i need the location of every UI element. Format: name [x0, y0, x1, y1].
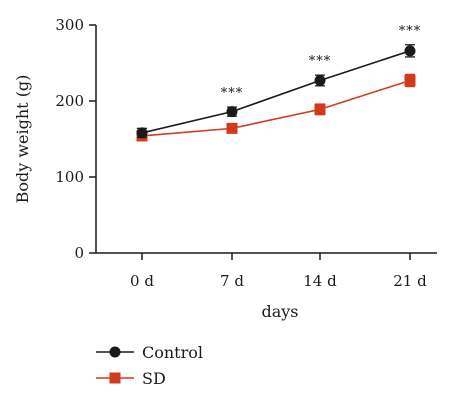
legend-label-control: Control [142, 343, 203, 362]
legend-item-sd: SD [96, 369, 166, 388]
significance-marker-14d: *** [309, 54, 332, 69]
y-tick-label-300: 300 [55, 16, 84, 34]
data-point-control-0d [136, 127, 148, 139]
legend-item-control: Control [96, 343, 203, 362]
series-line-control [141, 50, 411, 134]
y-axis-title: Body weight (g) [13, 75, 32, 204]
legend-marker-control [109, 346, 121, 358]
y-tick-label-100: 100 [55, 168, 84, 186]
legend: Control SD [96, 343, 203, 388]
series-sd [136, 73, 416, 142]
legend-marker-sd [109, 372, 121, 384]
x-tick-label-0d: 0 d [130, 272, 154, 290]
data-point-sd-21d [404, 74, 416, 86]
x-tick-label-14d: 14 d [303, 272, 337, 290]
series-control [136, 44, 416, 139]
legend-label-sd: SD [142, 369, 166, 388]
data-point-sd-14d [314, 103, 326, 115]
y-tick-label-0: 0 [74, 244, 84, 262]
series-line-sd [141, 79, 411, 137]
y-axis-ticks: 0 100 200 300 [55, 16, 96, 262]
data-point-control-7d [226, 106, 238, 118]
x-axis-ticks: 0 d 7 d 14 d 21 d [130, 253, 427, 290]
y-tick-label-200: 200 [55, 92, 84, 110]
significance-annotations: *** *** *** [221, 24, 422, 101]
x-axis-title: days [261, 302, 298, 321]
x-tick-label-21d: 21 d [393, 272, 427, 290]
data-point-control-14d [314, 74, 326, 86]
data-point-sd-7d [226, 122, 238, 134]
significance-marker-21d: *** [399, 24, 422, 39]
significance-marker-7d: *** [221, 86, 244, 101]
x-tick-label-7d: 7 d [220, 272, 244, 290]
series-layer [136, 44, 416, 142]
data-point-control-21d [404, 45, 416, 57]
